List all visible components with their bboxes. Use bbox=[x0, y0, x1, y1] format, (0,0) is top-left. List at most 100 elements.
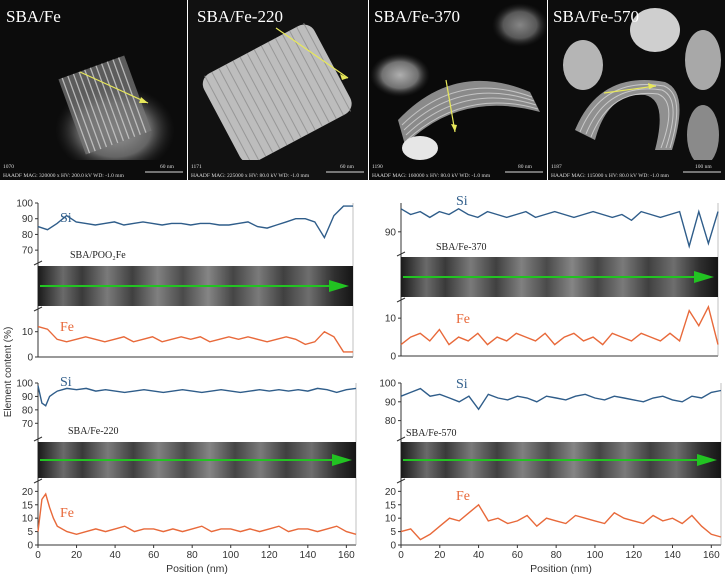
x-tick-label: 160 bbox=[703, 550, 720, 561]
fe-series-line bbox=[400, 503, 722, 541]
info-text: HAADF MAG: 225000 x HV: 80.0 kV WD: -1.0… bbox=[191, 173, 310, 179]
chart-sba-fe-570: 80 90 100 0 5 10 15 20 0 20 40 60 80 100 120 140 160 Posi… bbox=[379, 377, 722, 575]
mesopore-channels bbox=[401, 87, 539, 141]
tem-panel-4: SBA/Fe-570 1187 HAADF MAG: 115000 x HV: … bbox=[548, 0, 725, 180]
chart-sba-fe-220: 70 80 90 100 0 5 10 15 20 0 20 40 60 80 100 120 140 160 Po… bbox=[16, 375, 357, 575]
y-tick-label: 10 bbox=[22, 514, 34, 525]
x-tick-label: 120 bbox=[261, 550, 278, 561]
x-tick-label: 80 bbox=[187, 550, 199, 561]
si-series-line bbox=[37, 385, 357, 407]
tem-label: SBA/Fe bbox=[6, 7, 61, 26]
si-label: Si bbox=[456, 194, 468, 209]
chart-title: SBA/Fe-570 bbox=[406, 428, 457, 439]
y-tick-label: 70 bbox=[22, 419, 34, 430]
si-series-line bbox=[37, 205, 353, 240]
mesopore-particle bbox=[575, 80, 680, 150]
x-tick-label: 40 bbox=[473, 550, 485, 561]
tem-label: SBA/Fe-570 bbox=[553, 7, 639, 26]
scan-arrow-icon bbox=[451, 124, 457, 132]
y-tick-label: 100 bbox=[16, 379, 33, 390]
y-tick-label: 90 bbox=[22, 392, 34, 403]
particle-blob bbox=[563, 40, 603, 90]
info-text: HAADF MAG: 320000 x HV: 200.0 kV WD: -1.… bbox=[3, 173, 125, 179]
fe-series-line bbox=[37, 492, 357, 536]
scale-text: 60 nm bbox=[340, 164, 355, 170]
y-tick-label: 100 bbox=[16, 199, 33, 210]
y-tick-label: 80 bbox=[22, 405, 34, 416]
x-tick-label: 100 bbox=[587, 550, 604, 561]
x-tick-label: 140 bbox=[299, 550, 316, 561]
si-series-line bbox=[400, 207, 719, 249]
axis-break-mark bbox=[33, 260, 43, 266]
particle-blob bbox=[370, 53, 430, 97]
scan-line bbox=[445, 79, 456, 133]
info-id: 1070 bbox=[3, 164, 14, 170]
y-tick-label: 10 bbox=[22, 327, 34, 338]
chart-title: SBA/POO₂Fe bbox=[70, 250, 126, 261]
particle-blob bbox=[492, 3, 548, 47]
tem-panel-3: SBA/Fe-370 1190 HAADF MAG: 160000 x HV: … bbox=[369, 0, 548, 180]
axis-break-mark bbox=[396, 251, 406, 257]
y-tick-label: 90 bbox=[385, 397, 397, 408]
y-tick-label: 0 bbox=[390, 352, 396, 363]
info-bar bbox=[0, 160, 187, 180]
mesopore-particle bbox=[398, 80, 540, 145]
x-axis-label: Position (nm) bbox=[530, 563, 592, 575]
x-tick-label: 120 bbox=[625, 550, 642, 561]
axis-break-mark bbox=[33, 306, 43, 312]
info-bar bbox=[188, 160, 368, 180]
scan-line bbox=[275, 27, 349, 79]
x-tick-label: 20 bbox=[434, 550, 446, 561]
y-tick-label: 80 bbox=[385, 416, 397, 427]
y-tick-label: 5 bbox=[27, 527, 33, 538]
fe-label: Fe bbox=[60, 320, 74, 335]
scan-arrow-icon bbox=[340, 74, 348, 80]
info-text: HAADF MAG: 115000 x HV: 80.0 kV WD: -1.0… bbox=[551, 173, 670, 179]
scan-arrow-icon bbox=[332, 454, 352, 466]
particle-blob bbox=[685, 30, 721, 90]
y-tick-label: 70 bbox=[22, 246, 34, 257]
scan-arrow-icon bbox=[648, 83, 656, 89]
axis-break-mark bbox=[33, 478, 43, 484]
y-tick-label: 90 bbox=[22, 214, 34, 225]
y-tick-label: 80 bbox=[22, 230, 34, 241]
si-label: Si bbox=[60, 375, 72, 390]
x-tick-label: 160 bbox=[338, 550, 355, 561]
chart-sba-fe-370: 90 0 10 Si Fe SBA/Fe-370 bbox=[385, 194, 719, 363]
scan-line bbox=[603, 85, 657, 94]
x-tick-label: 80 bbox=[551, 550, 563, 561]
info-id: 1190 bbox=[372, 164, 383, 170]
info-bar bbox=[369, 160, 547, 180]
y-tick-label: 100 bbox=[379, 379, 396, 390]
info-id: 1187 bbox=[551, 164, 562, 170]
scan-line bbox=[79, 71, 149, 104]
axis-break-mark bbox=[396, 297, 406, 303]
y-tick-label: 15 bbox=[22, 500, 34, 511]
fe-label: Fe bbox=[456, 489, 470, 504]
x-tick-label: 140 bbox=[664, 550, 681, 561]
x-axis-label: Position (nm) bbox=[166, 563, 228, 575]
y-tick-label: 5 bbox=[390, 527, 396, 538]
axis-break-mark bbox=[33, 436, 43, 442]
x-tick-label: 40 bbox=[110, 550, 122, 561]
tem-label: SBA/Fe-220 bbox=[197, 7, 283, 26]
tem-label: SBA/Fe-370 bbox=[374, 7, 460, 26]
scan-arrow-icon bbox=[329, 280, 349, 292]
x-tick-label: 0 bbox=[398, 550, 404, 561]
y-axis-label: Element content (%) bbox=[3, 327, 14, 418]
chart-title: SBA/Fe-370 bbox=[436, 242, 487, 253]
particle-blob bbox=[630, 8, 680, 52]
tem-panel-2: SBA/Fe-220 1171 HAADF MAG: 225000 x HV: … bbox=[188, 0, 368, 180]
particle-blob bbox=[687, 105, 719, 165]
y-tick-label: 10 bbox=[385, 514, 397, 525]
y-tick-label: 15 bbox=[385, 500, 397, 511]
fe-series-line bbox=[37, 325, 353, 353]
y-tick-label: 0 bbox=[390, 541, 396, 552]
info-text: HAADF MAG: 160000 x HV: 80.0 kV WD: -1.0… bbox=[372, 173, 491, 179]
y-tick-label: 20 bbox=[22, 487, 34, 498]
axis-break-mark bbox=[396, 478, 406, 484]
y-tick-label: 10 bbox=[385, 314, 397, 325]
tem-panel-1: SBA/Fe 1070 HAADF MAG: 320000 x HV: 200.… bbox=[0, 0, 187, 180]
x-tick-label: 100 bbox=[222, 550, 239, 561]
